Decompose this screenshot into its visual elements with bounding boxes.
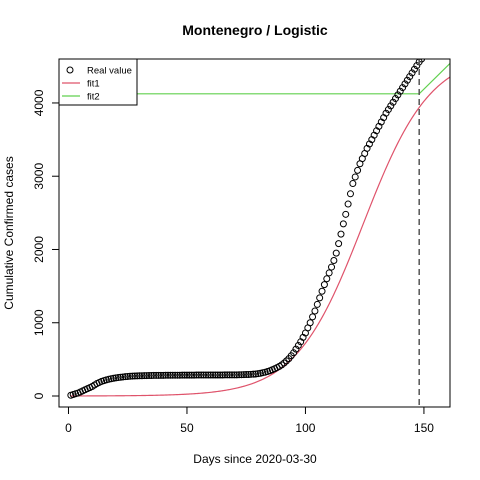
y-tick-label: 2000 xyxy=(32,236,46,263)
x-tick-label: 100 xyxy=(295,421,315,435)
legend-label-fit1: fit1 xyxy=(87,79,100,90)
legend-label-Real value: Real value xyxy=(87,66,132,77)
y-tick-label: 3000 xyxy=(32,163,46,190)
x-axis-label: Days since 2020-03-30 xyxy=(193,452,317,466)
y-tick-label: 0 xyxy=(32,392,46,399)
legend-label-fit2: fit2 xyxy=(87,92,100,103)
x-tick-label: 150 xyxy=(414,421,434,435)
x-tick-label: 0 xyxy=(65,421,72,435)
legend: Real value fit1 fit2 xyxy=(59,59,137,105)
y-tick-label: 1000 xyxy=(32,309,46,336)
x-tick-label: 50 xyxy=(180,421,194,435)
chart-title: Montenegro / Logistic xyxy=(182,22,328,38)
y-axis-label: Cumulative Confirmed cases xyxy=(2,156,16,309)
y-tick-label: 4000 xyxy=(32,89,46,116)
